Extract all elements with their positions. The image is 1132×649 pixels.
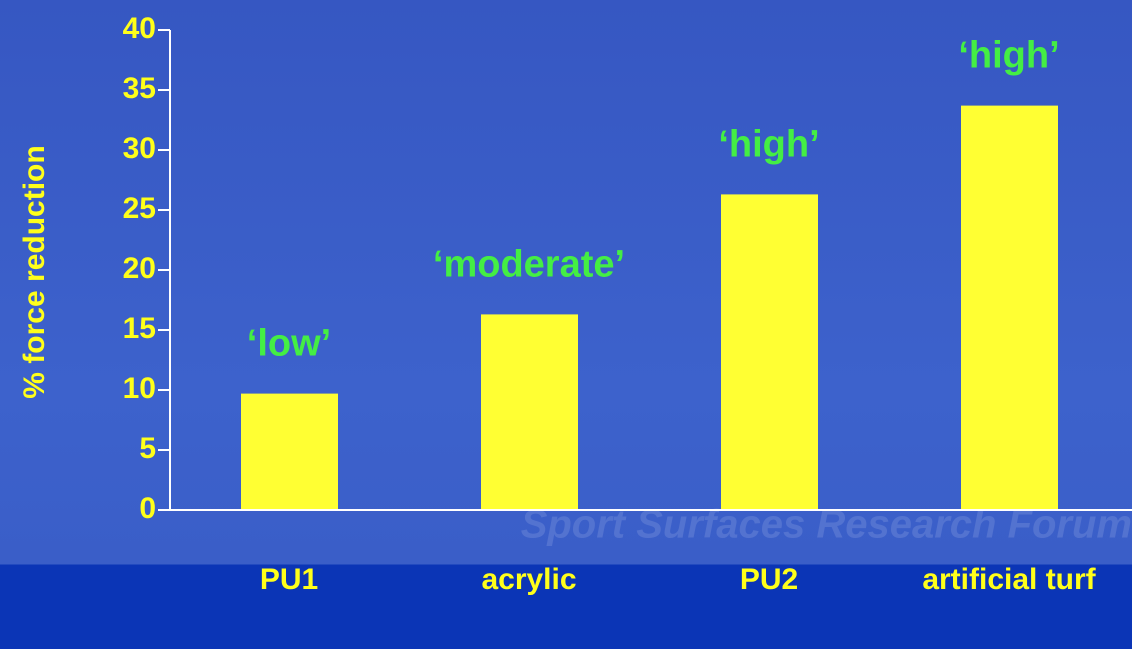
x-tick-label: artificial turf [919, 561, 1099, 599]
bar [961, 106, 1058, 510]
x-tick-label: PU2 [679, 561, 859, 599]
y-tick-label: 25 [123, 192, 156, 225]
bar-annotation: ‘moderate’ [433, 243, 625, 285]
slide: Sport Surfaces Research Forum % force re… [0, 0, 1132, 649]
y-tick-label: 5 [139, 432, 156, 465]
bar-annotation: ‘high’ [718, 123, 819, 165]
x-tick-label: PU1 [199, 561, 379, 599]
y-axis-label: % force reduction [18, 145, 51, 398]
y-tick-label: 40 [123, 12, 156, 45]
y-tick-label: 30 [123, 132, 156, 165]
x-tick-label: acrylic [439, 561, 619, 599]
bar-annotation: ‘low’ [247, 323, 331, 365]
bar [481, 314, 578, 510]
y-tick-label: 15 [123, 312, 156, 345]
bar [721, 194, 818, 510]
y-tick-label: 35 [123, 72, 156, 105]
y-tick-label: 0 [139, 492, 156, 525]
y-tick-label: 10 [123, 372, 156, 405]
bar [241, 394, 338, 510]
y-tick-label: 20 [123, 252, 156, 285]
bar-annotation: ‘high’ [958, 35, 1059, 77]
chart: Sport Surfaces Research Forum % force re… [0, 0, 1132, 649]
